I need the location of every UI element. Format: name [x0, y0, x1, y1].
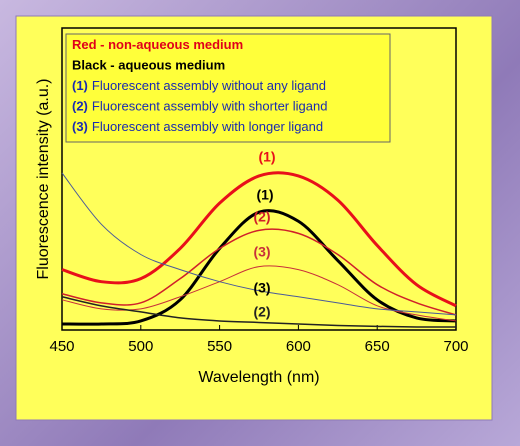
- x-tick-label: 500: [128, 338, 153, 355]
- curve-label: (2): [253, 304, 270, 320]
- series-line: [61, 209, 457, 326]
- legend-text: Fluorescent assembly with longer ligand: [92, 119, 323, 134]
- legend-line: (3) Fluorescent assembly with longer liga…: [72, 119, 323, 134]
- x-tick-label: 600: [286, 338, 311, 355]
- legend-line: (1) Fluorescent assembly without any liga…: [72, 78, 326, 93]
- legend-line: (2) Fluorescent assembly with shorter lig…: [72, 99, 327, 114]
- y-axis-label: Fluorescence intensity (a.u.): [35, 79, 52, 280]
- legend-text: Red - non-aqueous medium: [72, 37, 243, 52]
- series-line: [61, 171, 457, 308]
- series-line: [61, 172, 457, 316]
- curve-label: (2): [253, 209, 270, 225]
- legend-box: [65, 33, 391, 143]
- legend-key: (2): [72, 99, 88, 114]
- series-line: [61, 296, 457, 328]
- plot-frame: [61, 27, 457, 331]
- curve-label: (1): [258, 149, 275, 165]
- legend-key: (3): [72, 119, 88, 134]
- x-axis-label: Wavelength (nm): [198, 369, 319, 386]
- x-tick-label: 450: [49, 338, 74, 355]
- curve-label: (1): [256, 187, 273, 203]
- legend-text: Black - aqueous medium: [72, 58, 225, 73]
- curve-label: (3): [253, 244, 270, 260]
- legend-line: Black - aqueous medium: [72, 58, 225, 73]
- legend-line: Red - non-aqueous medium: [72, 37, 243, 52]
- series-line: [61, 228, 457, 316]
- x-tick-label: 550: [207, 338, 232, 355]
- legend-key: (1): [72, 78, 88, 93]
- x-tick-label: 700: [443, 338, 468, 355]
- curve-label: (3): [253, 280, 270, 296]
- legend-text: Fluorescent assembly without any ligand: [92, 78, 326, 93]
- legend-text: Fluorescent assembly with shorter ligand: [92, 99, 328, 114]
- x-tick-label: 650: [365, 338, 390, 355]
